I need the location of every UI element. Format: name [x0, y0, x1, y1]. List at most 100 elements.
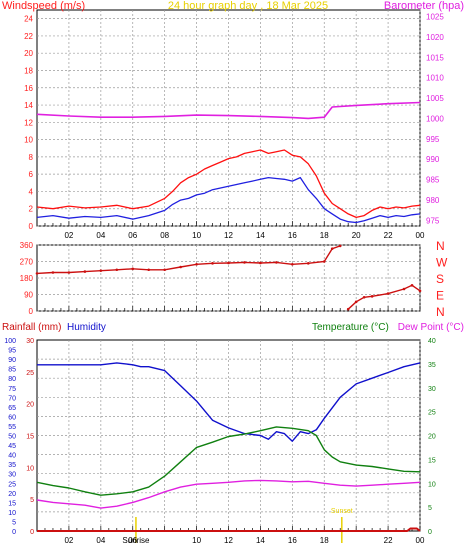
wind-series-windspeed [36, 176, 421, 224]
climate-x-tick-label: 12 [224, 536, 233, 545]
rain-tick-label: 10 [26, 465, 34, 472]
baro-right-tick-label: 1000 [426, 114, 444, 123]
rainfall-axis-title: Rainfall (mm) [2, 322, 61, 333]
wind-x-tick-label: 02 [64, 231, 73, 240]
climate-series-rainfall [37, 527, 421, 532]
wind-series-wind-gust [36, 149, 421, 219]
humidity-tick-label: 55 [8, 424, 16, 431]
compass-label: N [436, 239, 445, 253]
baro-right-tick-label: 1005 [426, 94, 444, 103]
baro-right-tick-label: 980 [426, 196, 440, 205]
baro-right-tick-label: 1010 [426, 74, 444, 83]
temp-tick-label: 15 [428, 457, 436, 464]
climate-x-tick-label: 06 [128, 536, 137, 545]
wind-left-tick-label: 14 [24, 101, 33, 110]
rain-tick-label: 25 [26, 370, 34, 377]
humidity-tick-label: 90 [8, 357, 16, 364]
climate-x-tick-label: 16 [288, 536, 297, 545]
rain-tick-label: 0 [30, 529, 34, 536]
sunrise-label: Sunrise [122, 536, 150, 545]
climate-x-tick-label: 18 [320, 536, 329, 545]
temp-tick-label: 35 [428, 362, 436, 369]
wind-x-tick-label: 00 [416, 231, 425, 240]
wind-series-barometer [36, 101, 421, 120]
humidity-tick-label: 100 [4, 338, 16, 345]
temp-tick-label: 25 [428, 410, 436, 417]
temp-tick-label: 5 [428, 505, 432, 512]
humidity-tick-label: 20 [8, 491, 16, 498]
climate-x-tick-label: 02 [64, 536, 73, 545]
wind-x-tick-label: 20 [352, 231, 361, 240]
climate-x-tick-label: 14 [256, 536, 265, 545]
humidity-tick-label: 35 [8, 462, 16, 469]
direction-tick-label: 90 [24, 291, 33, 300]
climate-panel-frame [36, 339, 421, 532]
humidity-tick-label: 25 [8, 481, 16, 488]
climate-series-dew-point [36, 479, 421, 509]
baro-right-tick-label: 1020 [426, 33, 444, 42]
humidity-tick-label: 80 [8, 376, 16, 383]
temp-tick-label: 20 [428, 434, 436, 441]
direction-tick-label: 360 [20, 241, 34, 250]
compass-label: W [436, 256, 448, 270]
humidity-tick-label: 40 [8, 453, 16, 460]
climate-x-tick-label: 00 [416, 536, 425, 545]
humidity-tick-label: 95 [8, 348, 16, 355]
humidity-tick-label: 30 [8, 472, 16, 479]
wind-left-tick-label: 2 [29, 205, 34, 214]
baro-right-tick-label: 1025 [426, 13, 444, 22]
rain-tick-label: 15 [26, 434, 34, 441]
wind-left-tick-label: 4 [29, 187, 34, 196]
temp-tick-label: 10 [428, 481, 436, 488]
climate-series-temperature [36, 426, 421, 496]
wind-x-tick-label: 22 [384, 231, 393, 240]
compass-label: N [436, 305, 445, 319]
wind-left-tick-label: 20 [24, 49, 33, 58]
wind-left-tick-label: 6 [29, 170, 34, 179]
temp-tick-label: 40 [428, 338, 436, 345]
humidity-tick-label: 15 [8, 500, 16, 507]
climate-series-humidity [37, 362, 421, 442]
wind-left-tick-label: 0 [29, 222, 34, 231]
humidity-tick-label: 75 [8, 386, 16, 393]
humidity-tick-label: 65 [8, 405, 16, 412]
rain-tick-label: 20 [26, 402, 34, 409]
wind-left-tick-label: 8 [29, 153, 34, 162]
sunset-label: Sunset [331, 508, 353, 515]
temperature-axis-title: Temperature (°C) [312, 322, 389, 333]
temp-tick-label: 30 [428, 386, 436, 393]
climate-x-tick-label: 10 [192, 536, 201, 545]
wind-left-tick-label: 22 [24, 32, 33, 41]
graph-title: 24 hour graph day , 18 Mar 2025 [168, 0, 328, 12]
wind-x-tick-label: 16 [288, 231, 297, 240]
wind-left-tick-label: 16 [24, 84, 33, 93]
rain-tick-label: 30 [26, 338, 34, 345]
humidity-tick-label: 70 [8, 395, 16, 402]
humidity-tick-label: 10 [8, 510, 16, 517]
direction-tick-label: 270 [20, 258, 34, 267]
wind-left-tick-label: 10 [24, 136, 33, 145]
temp-tick-label: 0 [428, 529, 432, 536]
baro-right-tick-label: 1015 [426, 53, 444, 62]
wind-x-tick-label: 04 [96, 231, 105, 240]
wind-x-tick-label: 06 [128, 231, 137, 240]
barometer-axis-title: Barometer (hpa) [384, 0, 464, 12]
baro-right-tick-label: 990 [426, 155, 440, 164]
compass-label: E [436, 289, 444, 303]
humidity-tick-label: 50 [8, 434, 16, 441]
direction-tick-label: 180 [20, 274, 34, 283]
baro-right-tick-label: 995 [426, 135, 440, 144]
wind-x-tick-label: 18 [320, 231, 329, 240]
direction-trace-segment [36, 245, 341, 275]
baro-right-tick-label: 975 [426, 216, 440, 225]
wind-left-tick-label: 24 [24, 15, 33, 24]
wind-x-tick-label: 12 [224, 231, 233, 240]
wind-x-tick-label: 08 [160, 231, 169, 240]
wind-left-tick-label: 12 [24, 118, 33, 127]
baro-right-tick-label: 985 [426, 176, 440, 185]
direction-trace-segment [347, 284, 421, 310]
humidity-tick-label: 0 [12, 529, 16, 536]
humidity-tick-label: 60 [8, 414, 16, 421]
